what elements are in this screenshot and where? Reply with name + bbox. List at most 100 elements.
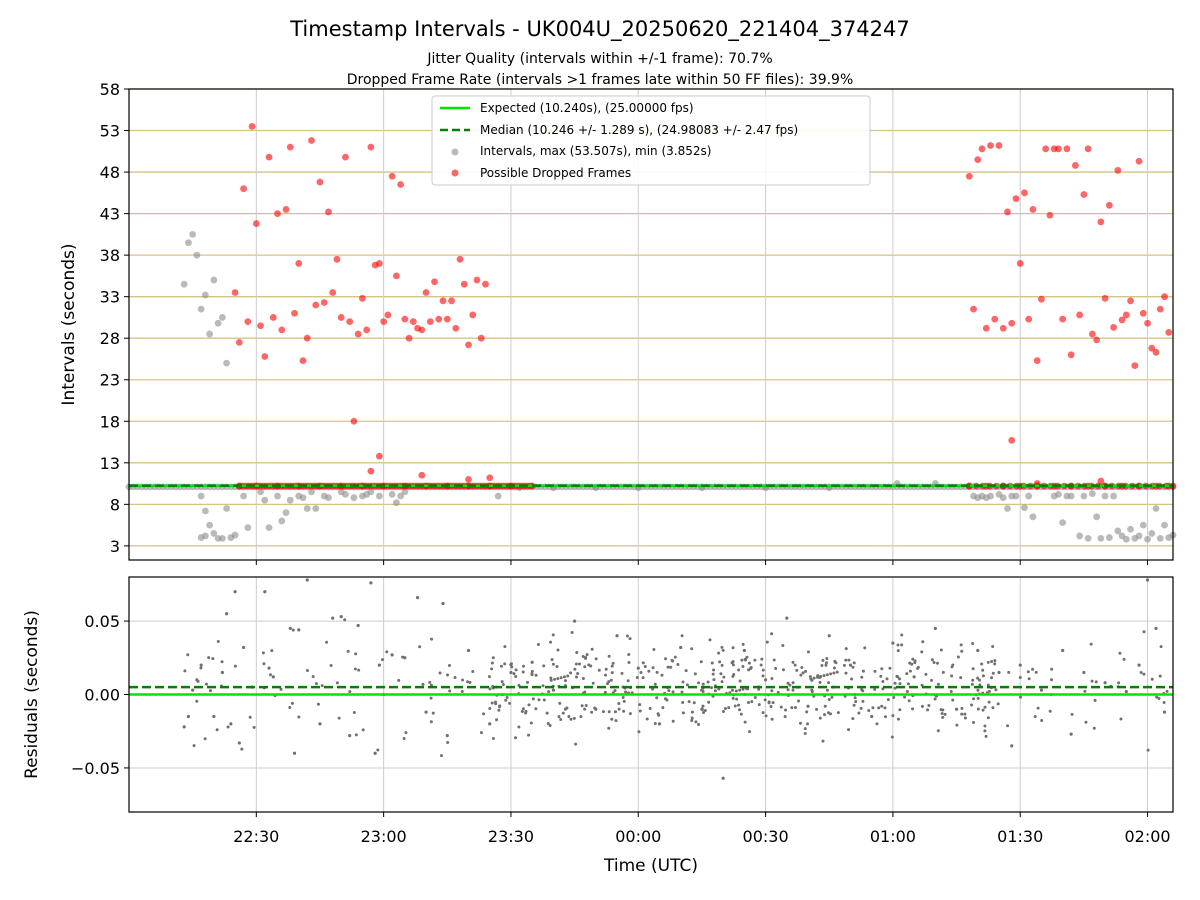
residual-point (680, 690, 684, 694)
residual-point (614, 719, 618, 723)
residual-point (191, 688, 195, 692)
residual-point (812, 676, 816, 680)
residual-point (415, 595, 420, 600)
residual-point (503, 645, 507, 649)
interval-point (282, 509, 290, 517)
residual-point (497, 708, 501, 712)
residual-point (886, 698, 890, 702)
residual-point (746, 701, 750, 705)
residual-point (183, 669, 187, 673)
x-tick-label: 23:30 (488, 827, 534, 846)
residual-point (500, 680, 504, 684)
residual-point (1069, 732, 1073, 736)
residual-point (624, 690, 628, 694)
interval-point (397, 492, 405, 500)
residual-point (348, 734, 352, 738)
residual-point (863, 646, 867, 650)
residual-point (1006, 724, 1010, 728)
residual-point (670, 658, 674, 662)
dropped-frame-point (392, 272, 400, 280)
residual-point (446, 673, 450, 677)
intervals-y-tick-label: 23 (100, 371, 120, 390)
dropped-frame-point (401, 315, 409, 323)
residual-point (750, 700, 754, 704)
intervals-y-tick-label: 43 (100, 205, 120, 224)
residual-point (991, 706, 995, 710)
residual-point (873, 669, 877, 673)
residual-point (1103, 681, 1107, 685)
residual-point (271, 675, 275, 679)
residual-point (929, 678, 933, 682)
residual-point (1092, 726, 1096, 730)
residual-point (824, 663, 828, 667)
residual-point (1124, 689, 1128, 694)
residual-point (211, 657, 215, 661)
interval-point (1105, 534, 1113, 541)
residual-point (622, 699, 626, 703)
residual-point (471, 669, 475, 673)
interval-point (303, 505, 311, 512)
residual-point (574, 742, 578, 746)
residual-point (490, 667, 494, 671)
residual-point (628, 712, 632, 716)
residual-point (267, 666, 271, 670)
interval-point (206, 521, 214, 529)
residual-point (1083, 689, 1087, 693)
residual-point (916, 665, 920, 669)
residual-point (346, 649, 350, 653)
dropped-frame-point (388, 172, 396, 180)
intervals-y-tick-label: 13 (100, 454, 120, 473)
residual-point (825, 661, 829, 665)
residual-point (1145, 578, 1150, 582)
dropped-frame-point (1105, 201, 1113, 209)
dropped-frame-point (1046, 211, 1054, 219)
residual-point (803, 727, 807, 731)
interval-point (206, 330, 214, 338)
residual-point (836, 711, 840, 715)
residual-point (920, 704, 924, 708)
residual-point (791, 688, 795, 692)
residual-point (491, 737, 495, 741)
dropped-frame-point (333, 255, 341, 263)
residual-point (583, 690, 587, 694)
residual-point (871, 706, 875, 710)
residual-point (790, 706, 794, 710)
residual-point (639, 671, 643, 675)
residual-point (397, 678, 401, 682)
residual-point (545, 711, 549, 715)
residual-point (791, 660, 795, 664)
interval-point (231, 531, 239, 539)
dropped-frame-point (1097, 218, 1105, 226)
residual-point (980, 662, 984, 666)
residual-point (927, 703, 931, 707)
residual-point (490, 701, 494, 705)
residual-point (826, 681, 830, 685)
residual-point (741, 642, 745, 646)
residual-point (524, 709, 528, 713)
residual-point (873, 687, 877, 691)
residual-point (593, 706, 597, 710)
residual-point (641, 676, 645, 680)
residual-point (429, 696, 433, 700)
residual-point (896, 649, 900, 653)
residual-point (770, 717, 774, 721)
residual-point (509, 670, 513, 675)
residual-point (551, 662, 555, 666)
residual-point (530, 672, 534, 676)
residual-point (208, 689, 212, 693)
residual-point (908, 669, 912, 673)
residual-point (833, 659, 837, 663)
residual-point (520, 709, 524, 713)
residual-point (521, 664, 525, 668)
residual-point (556, 677, 560, 681)
residual-point (940, 711, 944, 715)
residual-point (424, 710, 428, 714)
dropped-frame-point (308, 137, 315, 144)
residual-point (690, 719, 694, 723)
residual-point (959, 676, 963, 680)
residual-point (1155, 695, 1159, 699)
residual-point (517, 725, 521, 729)
residual-point (700, 708, 704, 712)
residual-point (800, 665, 804, 669)
residual-point (482, 712, 486, 716)
